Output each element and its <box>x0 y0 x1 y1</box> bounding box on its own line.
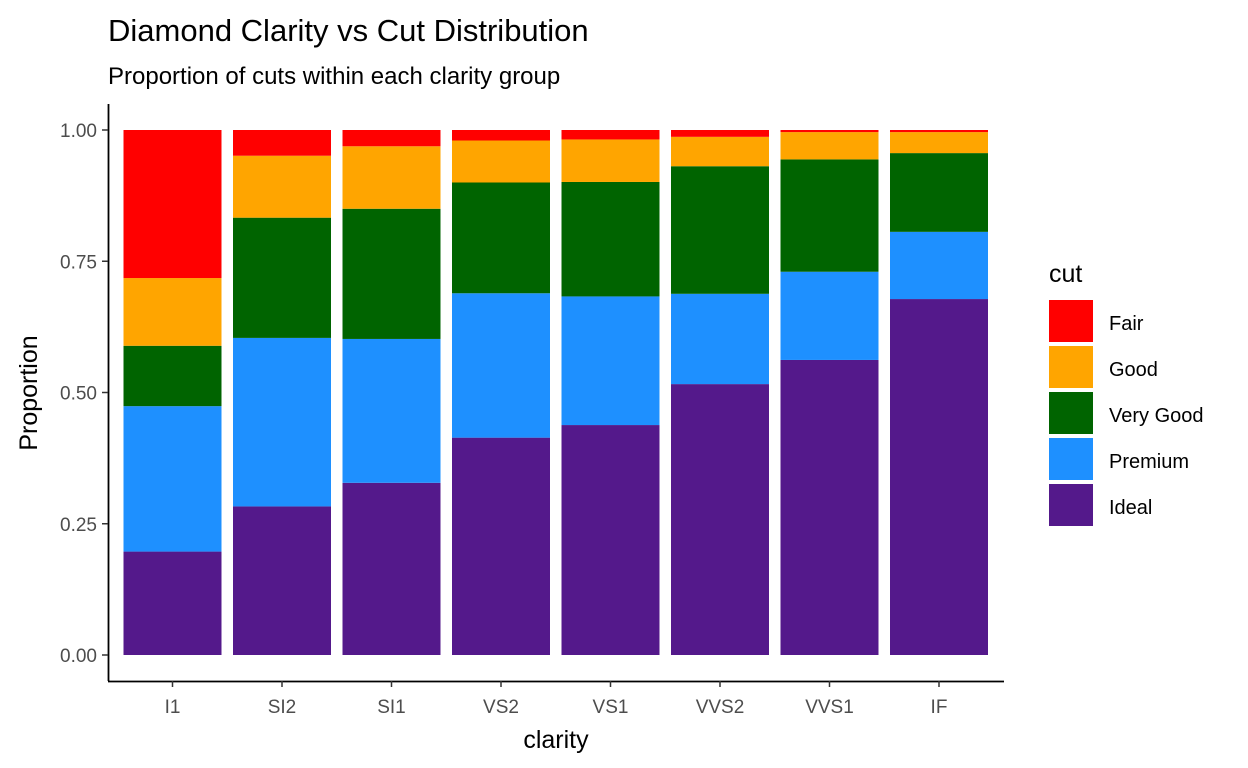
bar-i1-very-good <box>123 345 222 407</box>
bar-vs1-premium <box>561 296 660 426</box>
legend-key-fair <box>1049 300 1093 342</box>
bar-vs1-ideal <box>561 425 660 655</box>
bar-vvs2-very-good <box>671 166 769 294</box>
bar-vs1-very-good <box>561 181 660 297</box>
x-tick-label: I1 <box>165 697 181 718</box>
bar-vs1-good <box>561 139 660 182</box>
x-tick-label: SI2 <box>268 697 297 718</box>
y-tick-label: 1.00 <box>60 121 97 142</box>
x-tick-label: VS2 <box>483 697 519 718</box>
bar-vvs2-ideal <box>671 384 769 655</box>
bar-vs2-fair <box>452 130 550 141</box>
bar-i1-good <box>123 278 222 346</box>
legend-label-premium: Premium <box>1109 451 1189 473</box>
bar-vvs1-premium <box>780 271 879 360</box>
bars-group <box>123 130 988 655</box>
legend: cut Fair Good Very Good Premium Ideal <box>1049 260 1204 526</box>
bar-si2-good <box>233 155 331 218</box>
bar-i1-ideal <box>123 551 222 655</box>
bar-if-premium <box>890 231 988 300</box>
bar-vs2-ideal <box>452 437 550 655</box>
bar-vvs1-good <box>780 132 879 160</box>
legend-title: cut <box>1049 260 1082 288</box>
y-axis: 0.00 0.25 0.50 0.75 1.00 <box>60 104 110 681</box>
bar-vs1-fair <box>561 130 660 140</box>
bar-si1-fair <box>342 130 441 147</box>
bar-if-fair <box>890 130 988 133</box>
bar-if-good <box>890 132 988 154</box>
bar-vvs2-good <box>671 136 769 167</box>
y-axis-title: Proportion <box>15 335 43 450</box>
bar-si1-premium <box>342 338 441 483</box>
bar-if-ideal <box>890 299 988 655</box>
x-axis: I1 SI2 SI1 VS2 VS1 VVS2 VVS1 IF <box>108 680 1004 718</box>
y-tick-label: 0.50 <box>60 384 97 405</box>
legend-label-ideal: Ideal <box>1109 497 1152 519</box>
y-tick-label: 0.25 <box>60 515 97 536</box>
x-axis-title: clarity <box>523 726 589 754</box>
legend-key-premium <box>1049 438 1093 480</box>
bar-i1-fair <box>123 130 222 279</box>
bar-vvs1-ideal <box>780 359 879 655</box>
chart-subtitle: Proportion of cuts within each clarity g… <box>108 63 560 90</box>
bar-vvs1-very-good <box>780 159 879 272</box>
bar-si2-fair <box>233 130 331 156</box>
bar-if-very-good <box>890 153 988 232</box>
x-tick-label: VVS1 <box>805 697 854 718</box>
bar-vs2-very-good <box>452 182 550 294</box>
bar-vvs1-fair <box>780 130 879 133</box>
bar-i1-premium <box>123 406 222 552</box>
legend-label-good: Good <box>1109 359 1158 381</box>
x-tick-label: VVS2 <box>696 697 745 718</box>
legend-label-fair: Fair <box>1109 313 1144 335</box>
bar-si2-premium <box>233 337 331 507</box>
bar-si1-ideal <box>342 482 441 655</box>
x-tick-label: IF <box>931 697 948 718</box>
x-tick-label: SI1 <box>377 697 406 718</box>
legend-key-very-good <box>1049 392 1093 434</box>
legend-label-very-good: Very Good <box>1109 405 1204 427</box>
legend-key-ideal <box>1049 484 1093 526</box>
bar-si2-ideal <box>233 506 331 655</box>
bar-vs2-good <box>452 140 550 183</box>
x-tick-label: VS1 <box>593 697 629 718</box>
y-tick-label: 0.00 <box>60 646 97 667</box>
chart-title: Diamond Clarity vs Cut Distribution <box>108 13 589 48</box>
legend-key-good <box>1049 346 1093 388</box>
bar-vvs2-fair <box>671 130 769 137</box>
bar-si1-good <box>342 146 441 209</box>
bar-si2-very-good <box>233 217 331 338</box>
y-tick-label: 0.75 <box>60 252 97 273</box>
bar-vs2-premium <box>452 293 550 438</box>
bar-vvs2-premium <box>671 293 769 385</box>
bar-si1-very-good <box>342 208 441 339</box>
